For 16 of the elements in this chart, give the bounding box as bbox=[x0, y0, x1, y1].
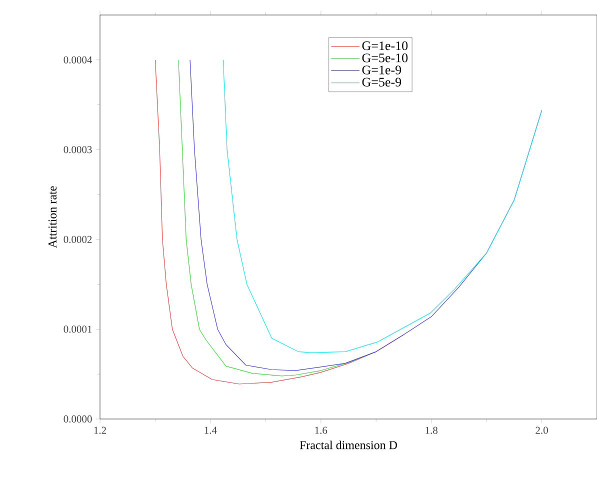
legend-label: G=1e-10 bbox=[362, 41, 408, 50]
x-tick-label: 1.6 bbox=[315, 426, 328, 434]
y-tick-label: 0.0003 bbox=[64, 146, 92, 154]
y-tick-label: 0.0004 bbox=[64, 56, 92, 64]
legend-label: G=5e-9 bbox=[362, 78, 402, 86]
x-axis-title: Fractal dimension D bbox=[300, 440, 398, 450]
y-tick-label: 0.0001 bbox=[64, 326, 92, 333]
x-tick-label: 1.2 bbox=[94, 426, 106, 434]
y-axis-title: Attrition rate bbox=[48, 186, 57, 248]
legend-label: G=1e-9 bbox=[362, 66, 402, 74]
x-tick-label: 2.0 bbox=[536, 426, 548, 434]
x-tick-label: 1.8 bbox=[426, 426, 438, 434]
y-tick-label: 0.0002 bbox=[64, 236, 92, 244]
x-tick-label: 1.4 bbox=[204, 426, 217, 434]
legend-label: G=5e-10 bbox=[362, 54, 408, 62]
y-tick-label: 0.0000 bbox=[64, 415, 92, 423]
